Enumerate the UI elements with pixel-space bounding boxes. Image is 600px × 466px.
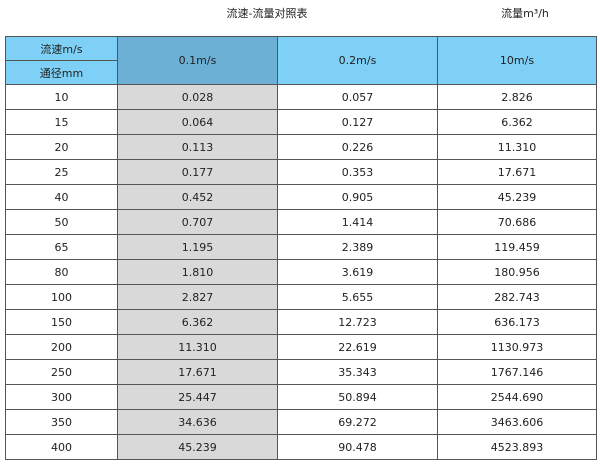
flow-0.2-cell: 2.389 <box>277 234 438 260</box>
flow-0.1-cell: 0.452 <box>117 184 278 210</box>
flow-0.1-cell: 6.362 <box>117 309 278 335</box>
flow-0.1-cell: 0.177 <box>117 159 278 185</box>
flow-0.1-cell: 0.707 <box>117 209 278 235</box>
flow-0.2-cell: 3.619 <box>277 259 438 285</box>
table-row: 25 0.177 0.353 17.671 <box>5 159 597 185</box>
unit-label: 流量m³/h <box>501 7 549 20</box>
diameter-cell: 40 <box>5 184 118 210</box>
diameter-cell: 200 <box>5 334 118 360</box>
header-diameter-label: 通径mm <box>5 60 118 85</box>
flow-0.1-cell: 11.310 <box>117 334 278 360</box>
header-velocity-label: 流速m/s <box>5 36 118 61</box>
flow-0.1-cell: 1.810 <box>117 259 278 285</box>
header-col-10: 10m/s <box>437 36 597 85</box>
flow-0.1-cell: 45.239 <box>117 434 278 460</box>
diameter-cell: 25 <box>5 159 118 185</box>
table-row: 65 1.195 2.389 119.459 <box>5 234 597 260</box>
flow-10-cell: 119.459 <box>437 234 597 260</box>
diameter-cell: 350 <box>5 409 118 435</box>
diameter-cell: 300 <box>5 384 118 410</box>
flow-0.2-cell: 50.894 <box>277 384 438 410</box>
flow-10-cell: 4523.893 <box>437 434 597 460</box>
flow-0.1-cell: 0.064 <box>117 109 278 135</box>
flow-0.1-cell: 34.636 <box>117 409 278 435</box>
flow-10-cell: 636.173 <box>437 309 597 335</box>
flow-0.2-cell: 0.905 <box>277 184 438 210</box>
table-row: 40 0.452 0.905 45.239 <box>5 184 597 210</box>
table-row: 20 0.113 0.226 11.310 <box>5 134 597 160</box>
flow-10-cell: 1130.973 <box>437 334 597 360</box>
flow-0.1-cell: 0.028 <box>117 84 278 110</box>
flow-10-cell: 45.239 <box>437 184 597 210</box>
flow-0.1-cell: 17.671 <box>117 359 278 385</box>
diameter-cell: 20 <box>5 134 118 160</box>
flow-10-cell: 2544.690 <box>437 384 597 410</box>
flow-0.2-cell: 0.226 <box>277 134 438 160</box>
flow-10-cell: 2.826 <box>437 84 597 110</box>
table-row: 50 0.707 1.414 70.686 <box>5 209 597 235</box>
flow-10-cell: 282.743 <box>437 284 597 310</box>
diameter-cell: 10 <box>5 84 118 110</box>
diameter-cell: 150 <box>5 309 118 335</box>
flow-0.2-cell: 1.414 <box>277 209 438 235</box>
diameter-cell: 65 <box>5 234 118 260</box>
diameter-cell: 80 <box>5 259 118 285</box>
flow-0.2-cell: 0.057 <box>277 84 438 110</box>
flow-10-cell: 17.671 <box>437 159 597 185</box>
flow-0.2-cell: 69.272 <box>277 409 438 435</box>
table-row: 250 17.671 35.343 1767.146 <box>5 359 597 385</box>
velocity-flow-table: 流速m/s 0.1m/s 0.2m/s 10m/s 通径mm 10 0.028 0.… <box>5 36 597 460</box>
table-row: 10 0.028 0.057 2.826 <box>5 84 597 110</box>
diameter-cell: 15 <box>5 109 118 135</box>
flow-0.1-cell: 0.113 <box>117 134 278 160</box>
diameter-cell: 100 <box>5 284 118 310</box>
flow-0.1-cell: 2.827 <box>117 284 278 310</box>
table-row: 350 34.636 69.272 3463.606 <box>5 409 597 435</box>
flow-10-cell: 6.362 <box>437 109 597 135</box>
flow-0.1-cell: 1.195 <box>117 234 278 260</box>
diameter-cell: 250 <box>5 359 118 385</box>
table-row: 300 25.447 50.894 2544.690 <box>5 384 597 410</box>
table-row: 80 1.810 3.619 180.956 <box>5 259 597 285</box>
diameter-cell: 400 <box>5 434 118 460</box>
flow-0.2-cell: 22.619 <box>277 334 438 360</box>
flow-10-cell: 70.686 <box>437 209 597 235</box>
flow-0.1-cell: 25.447 <box>117 384 278 410</box>
flow-0.2-cell: 0.127 <box>277 109 438 135</box>
header-col-0.2: 0.2m/s <box>277 36 438 85</box>
flow-0.2-cell: 12.723 <box>277 309 438 335</box>
flow-10-cell: 180.956 <box>437 259 597 285</box>
table-row: 150 6.362 12.723 636.173 <box>5 309 597 335</box>
diameter-cell: 50 <box>5 209 118 235</box>
header-col-0.1: 0.1m/s <box>117 36 278 85</box>
flow-10-cell: 11.310 <box>437 134 597 160</box>
flow-10-cell: 3463.606 <box>437 409 597 435</box>
table-row: 100 2.827 5.655 282.743 <box>5 284 597 310</box>
flow-0.2-cell: 5.655 <box>277 284 438 310</box>
flow-0.2-cell: 35.343 <box>277 359 438 385</box>
flow-0.2-cell: 90.478 <box>277 434 438 460</box>
flow-10-cell: 1767.146 <box>437 359 597 385</box>
table-row: 400 45.239 90.478 4523.893 <box>5 434 597 460</box>
table-row: 15 0.064 0.127 6.362 <box>5 109 597 135</box>
table-title: 流速-流量对照表 <box>226 7 308 20</box>
flow-0.2-cell: 0.353 <box>277 159 438 185</box>
table-row: 200 11.310 22.619 1130.973 <box>5 334 597 360</box>
